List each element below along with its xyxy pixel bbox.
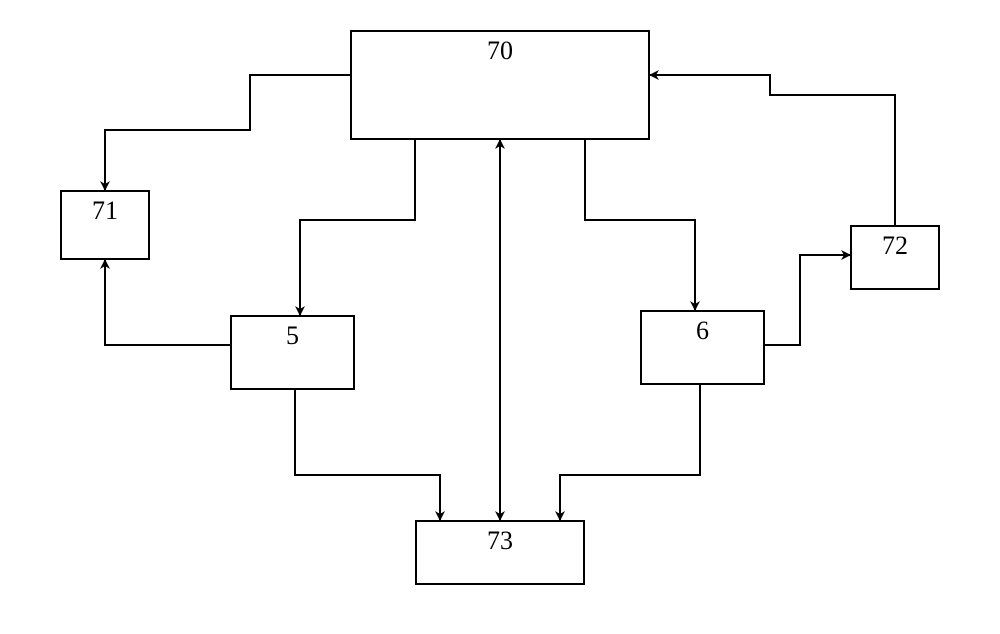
node-5: 5: [230, 315, 355, 390]
edge-n5-n71: [105, 260, 230, 345]
node-73-label: 73: [487, 522, 513, 556]
edge-n70-n5: [300, 140, 415, 315]
node-5-label: 5: [286, 317, 299, 351]
node-73: 73: [415, 520, 585, 585]
node-72: 72: [850, 225, 940, 290]
edge-n70-n6: [585, 140, 695, 310]
edge-n6-n72: [765, 255, 850, 345]
edge-n70-n71: [105, 75, 350, 190]
node-6: 6: [640, 310, 765, 385]
node-71-label: 71: [92, 192, 118, 226]
node-71: 71: [60, 190, 150, 260]
diagram-stage: 70 71 72 5 6 73: [0, 0, 1000, 634]
node-6-label: 6: [696, 312, 709, 346]
edge-n72-n70: [650, 75, 895, 225]
edge-n5-n73: [295, 390, 440, 520]
node-72-label: 72: [882, 227, 908, 261]
node-70: 70: [350, 30, 650, 140]
node-70-label: 70: [487, 32, 513, 66]
edge-n6-n73: [560, 385, 700, 520]
